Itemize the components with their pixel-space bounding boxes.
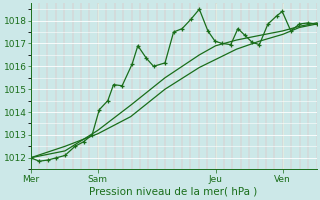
X-axis label: Pression niveau de la mer( hPa ): Pression niveau de la mer( hPa ) [90, 187, 258, 197]
